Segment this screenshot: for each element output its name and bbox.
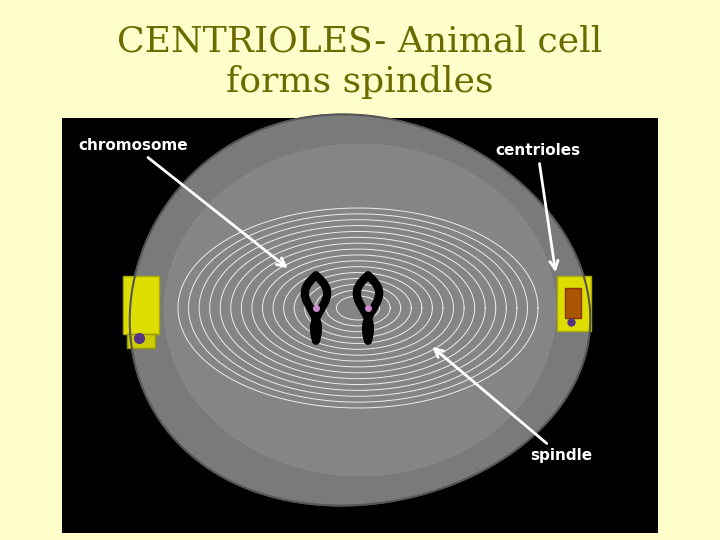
Polygon shape	[164, 144, 556, 476]
Text: forms spindles: forms spindles	[226, 65, 494, 99]
Text: spindle: spindle	[434, 349, 592, 463]
Bar	[123, 276, 159, 334]
Polygon shape	[130, 114, 590, 505]
Bar	[565, 288, 581, 318]
Bar	[62, 118, 658, 533]
Text: CENTRIOLES- Animal cell: CENTRIOLES- Animal cell	[117, 25, 603, 59]
Text: centrioles: centrioles	[495, 143, 580, 269]
Bar	[127, 334, 155, 348]
Text: chromosome: chromosome	[78, 138, 285, 266]
Bar	[557, 276, 591, 331]
